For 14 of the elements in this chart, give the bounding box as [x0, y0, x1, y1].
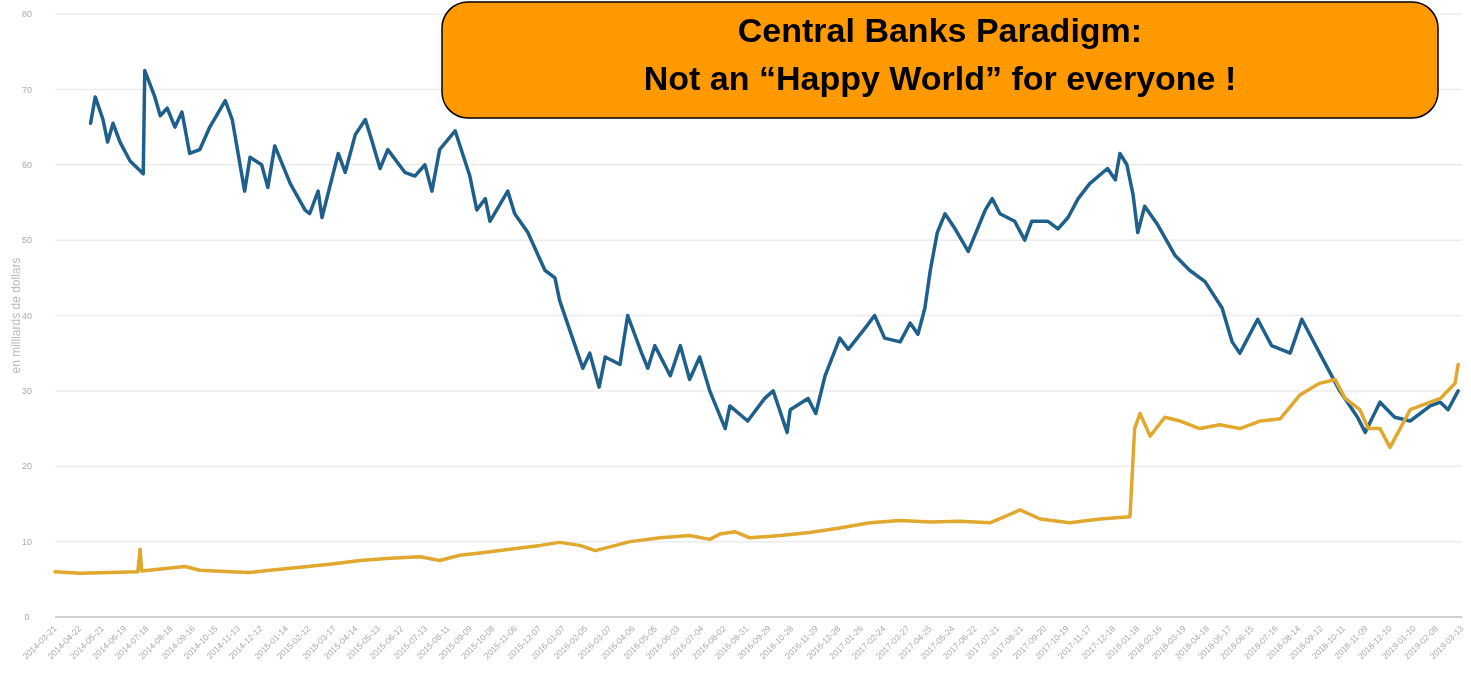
text: Not an “Happy World” for everyone !	[643, 59, 1237, 97]
y-tick-label: 30	[21, 386, 33, 397]
y-tick-label: 10	[21, 536, 33, 547]
y-tick-label: 50	[21, 235, 33, 246]
y-tick-label: 0	[24, 612, 30, 623]
y-tick-label: 70	[21, 84, 33, 95]
y-tick-label: 40	[21, 310, 33, 321]
y-tick-label: 80	[21, 9, 33, 20]
line-series	[88, 68, 1460, 435]
line-series	[53, 362, 1460, 576]
y-tick-label: 20	[21, 461, 33, 472]
chart-title: Central Banks Paradigm:	[737, 11, 1143, 49]
y-tick-label: 60	[21, 159, 33, 170]
y-axis-title: en milliards de dollars	[9, 257, 23, 374]
